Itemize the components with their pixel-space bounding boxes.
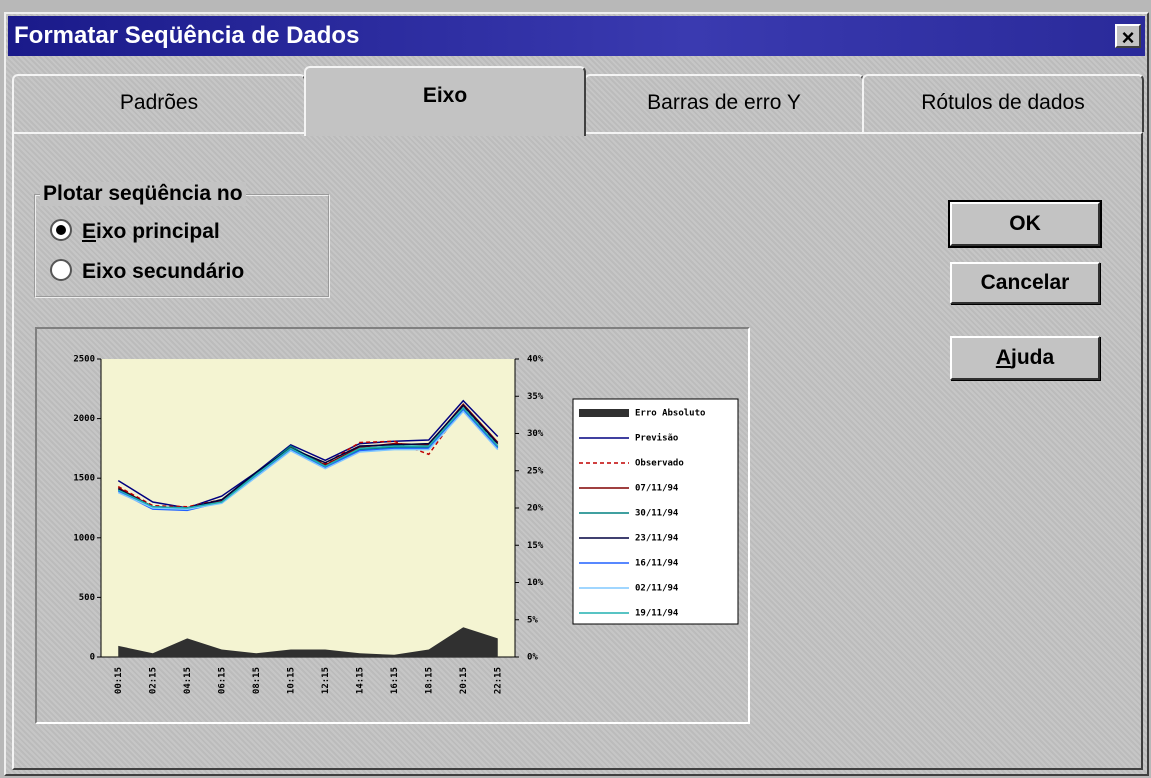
y2-tick-label: 15% — [527, 541, 544, 551]
y2-tick-label: 20% — [527, 504, 544, 514]
x-tick-label: 08:15 — [252, 667, 262, 694]
y2-tick-label: 5% — [527, 615, 538, 625]
x-tick-label: 22:15 — [493, 667, 503, 694]
button-label: Ajuda — [995, 346, 1055, 369]
x-tick-label: 14:15 — [355, 667, 365, 694]
error-area — [118, 627, 498, 657]
legend-label: 07/11/94 — [635, 484, 679, 494]
y-tick-label: 2500 — [73, 355, 95, 365]
y2-tick-label: 0% — [527, 653, 538, 663]
x-tick-label: 12:15 — [321, 667, 331, 694]
series-line — [117, 406, 499, 509]
y2-tick-label: 40% — [527, 355, 544, 365]
radio-label: Eixo principal — [82, 220, 220, 243]
help-button[interactable]: Ajuda — [950, 336, 1100, 380]
x-tick-label: 10:15 — [286, 667, 296, 694]
x-tick-label: 16:15 — [390, 667, 400, 694]
y2-tick-label: 10% — [527, 578, 544, 588]
series-line — [117, 410, 499, 510]
y-tick-label: 1500 — [73, 474, 95, 484]
y-tick-label: 500 — [79, 593, 95, 603]
preview-frame: 0 500 1000 1500 2000 2500 0% 5% 10% 15% 20% 25% 30% 3… — [35, 327, 750, 724]
series-line — [117, 409, 499, 512]
legend-label: 16/11/94 — [635, 559, 679, 569]
legend-label: Erro Absoluto — [635, 409, 705, 419]
dialog-title: Formatar Seqüência de Dados — [14, 22, 360, 49]
x-tick-label: 18:15 — [424, 667, 434, 694]
x-tick-label: 00:15 — [114, 667, 124, 694]
y2-tick-label: 30% — [527, 429, 544, 439]
legend-label: 30/11/94 — [635, 509, 679, 519]
series-line — [117, 399, 499, 509]
radio-label: Eixo secundário — [82, 260, 245, 283]
legend-label: Previsão — [635, 433, 678, 444]
x-tick-label: 06:15 — [217, 667, 227, 694]
legend-label: 23/11/94 — [635, 534, 679, 544]
preview-chart: 0 500 1000 1500 2000 2500 0% 5% 10% 15% 20% 25% 30% 3… — [73, 355, 739, 694]
y2-tick-label: 35% — [527, 392, 544, 402]
tab[interactable]: Barras de erro Y — [584, 74, 864, 132]
group-label: Plotar seqüência no — [40, 182, 246, 206]
radio-option[interactable]: Eixo principal — [50, 219, 220, 244]
legend-label: 19/11/94 — [635, 609, 679, 619]
title-bar: Formatar Seqüência de Dados × — [8, 16, 1145, 56]
tab[interactable]: Eixo — [304, 66, 586, 136]
y-tick-label: 0 — [90, 653, 95, 663]
radio-dot — [50, 219, 72, 241]
y-tick-label: 1000 — [73, 533, 95, 543]
tab[interactable]: Padrões — [12, 74, 306, 132]
radio-dot — [50, 259, 72, 281]
tab[interactable]: Rótulos de dados — [862, 74, 1144, 132]
close-button[interactable]: × — [1115, 24, 1141, 50]
x-tick-label: 20:15 — [459, 667, 469, 694]
ok-button[interactable]: OK — [948, 200, 1102, 248]
legend-swatch — [579, 409, 629, 417]
legend-label: Observado — [635, 459, 684, 469]
cancel-button[interactable]: Cancelar — [950, 262, 1100, 304]
y-tick-label: 2000 — [73, 414, 95, 424]
dialog: Formatar Seqüência de Dados × Padrões Ei… — [4, 12, 1149, 776]
y2-tick-label: 25% — [527, 466, 544, 476]
x-tick-label: 02:15 — [148, 667, 158, 694]
radio-option[interactable]: Eixo secundário — [50, 259, 244, 284]
x-tick-label: 04:15 — [183, 667, 193, 694]
legend-label: 02/11/94 — [635, 584, 679, 594]
legend-box — [572, 398, 739, 625]
